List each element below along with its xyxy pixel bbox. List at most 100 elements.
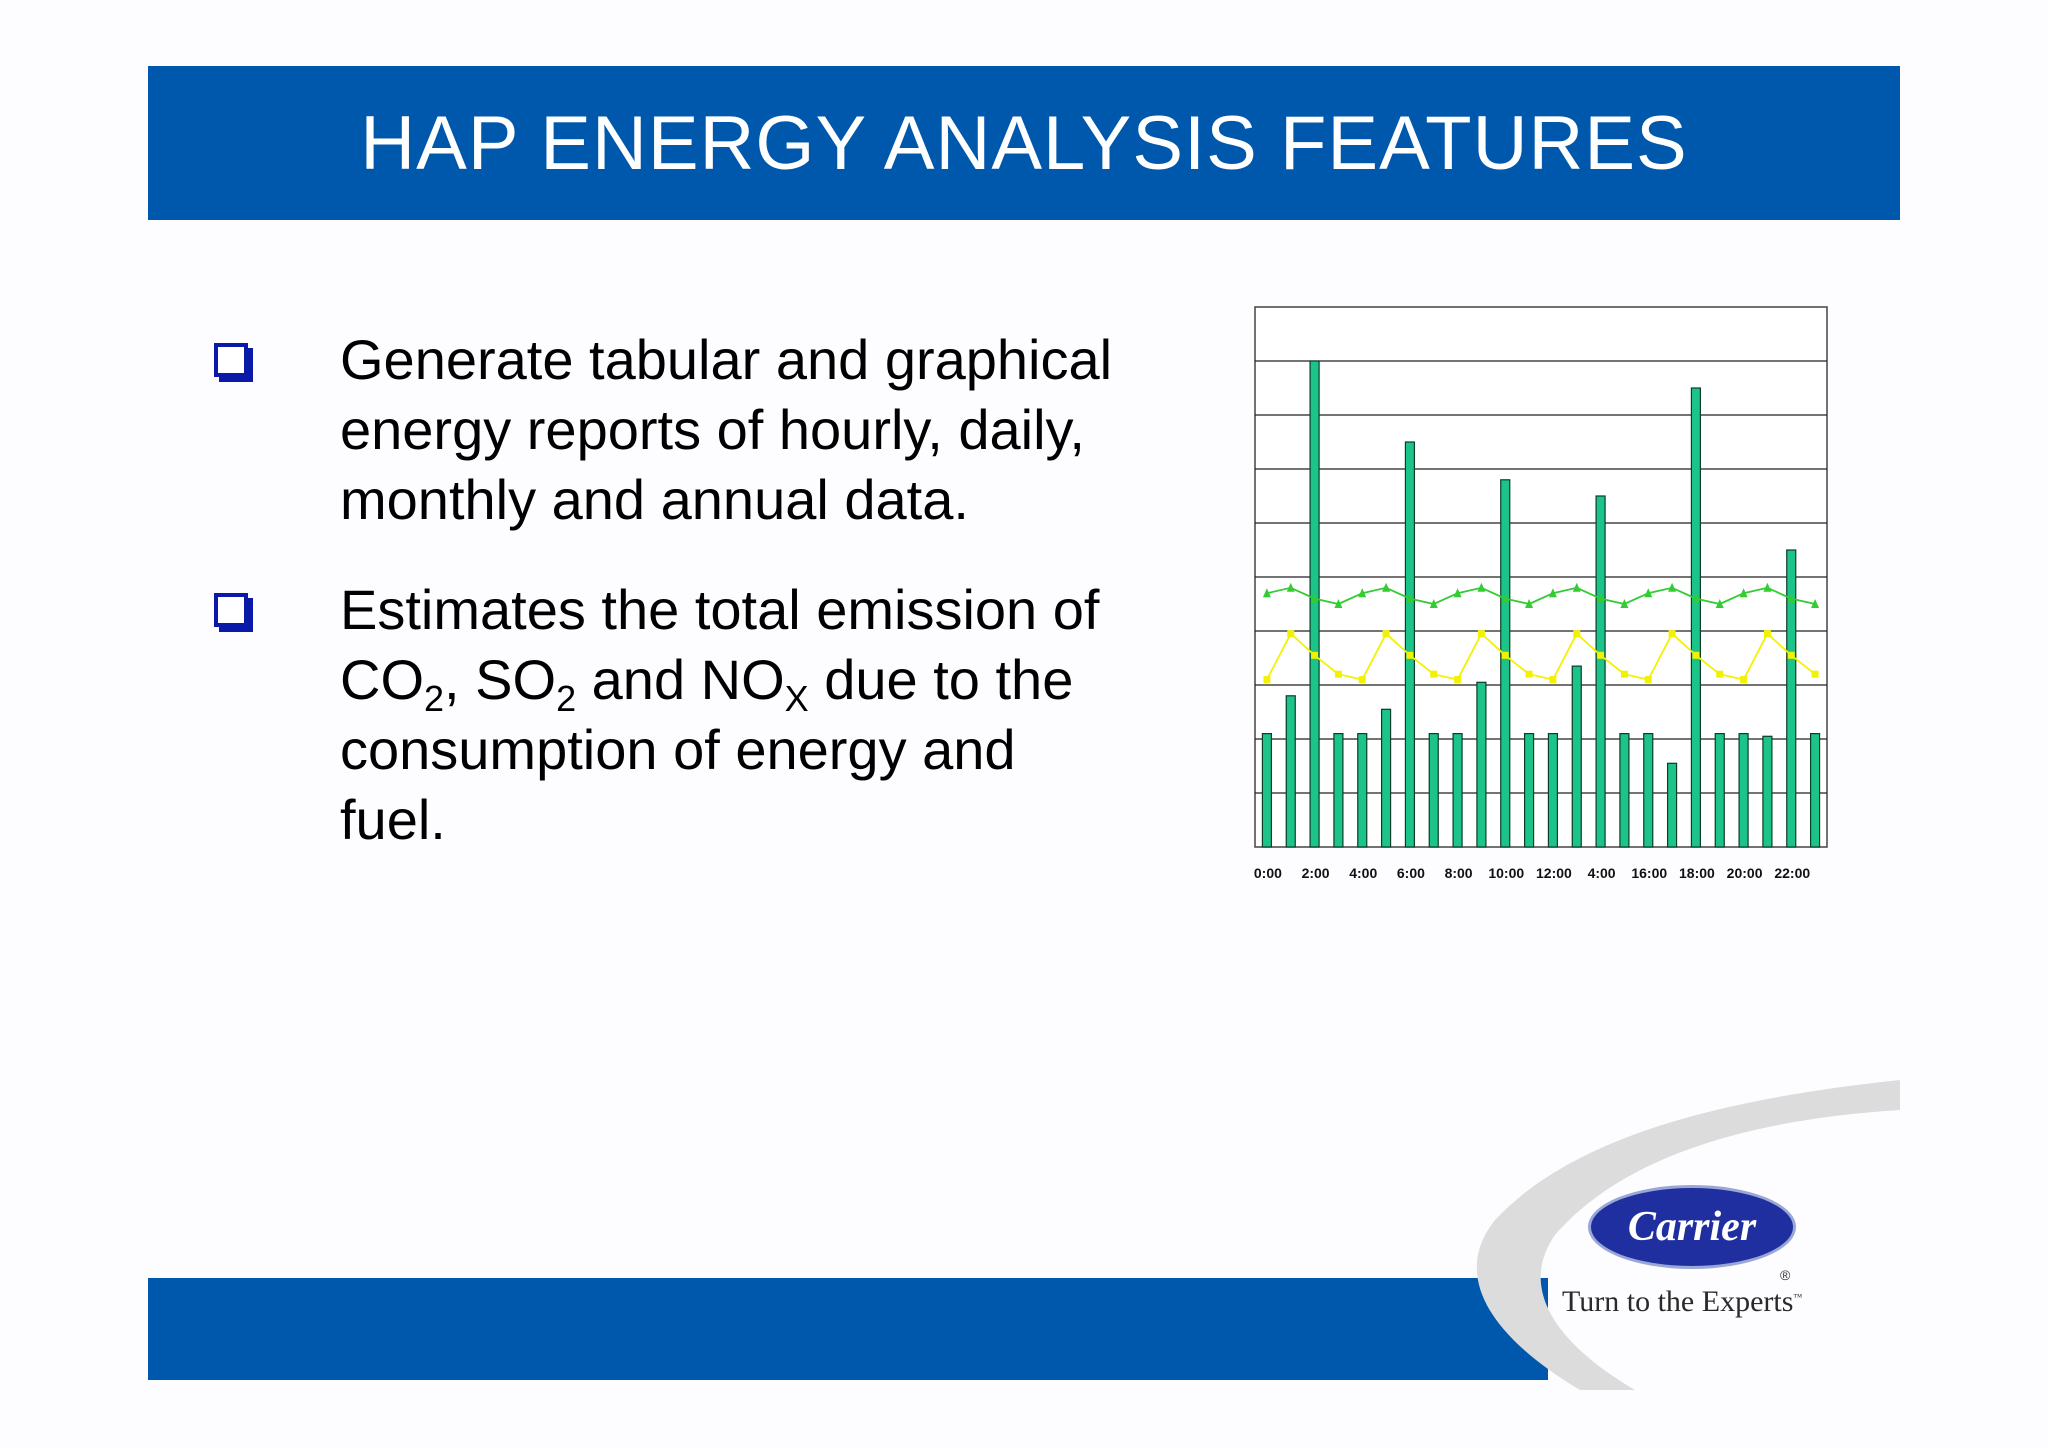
point-marker <box>1525 599 1534 608</box>
point-marker <box>1525 670 1533 678</box>
point-marker <box>1454 676 1462 684</box>
point-marker <box>1811 670 1819 678</box>
bar <box>1714 733 1725 848</box>
logo-oval: Carrier <box>1588 1185 1796 1269</box>
bar <box>1428 733 1439 848</box>
x-tick-label: 8:00 <box>1445 865 1473 881</box>
point-marker <box>1668 630 1676 638</box>
point-marker <box>1405 593 1414 603</box>
point-marker <box>1787 651 1795 659</box>
bar <box>1309 360 1320 848</box>
logo-tagline: Turn to the Experts™ <box>1562 1285 1802 1319</box>
point-marker <box>1311 651 1319 659</box>
checkbox-square-icon <box>214 343 248 377</box>
point-marker <box>1501 651 1509 659</box>
bar <box>1452 733 1463 848</box>
point-marker <box>1811 599 1820 608</box>
point-marker <box>1430 670 1438 678</box>
page-title: HAP ENERGY ANALYSIS FEATURES <box>360 100 1688 186</box>
point-marker <box>1382 582 1391 592</box>
trademark-mark: ™ <box>1793 1292 1803 1302</box>
point-marker <box>1692 651 1700 659</box>
title-bar: HAP ENERGY ANALYSIS FEATURES <box>148 66 1900 220</box>
bullet-text: Generate tabular and graphical energy re… <box>340 325 1170 535</box>
point-marker <box>1501 593 1510 603</box>
point-marker <box>1572 582 1581 592</box>
point-marker <box>1620 599 1629 608</box>
point-marker <box>1668 582 1677 592</box>
x-tick-label: 10:00 <box>1488 865 1524 881</box>
x-tick-label: 4:00 <box>1588 865 1616 881</box>
bullet-line: fuel. <box>340 788 446 851</box>
x-tick-label: 12:00 <box>1536 865 1572 881</box>
footer-bar <box>148 1278 1548 1380</box>
text-run: due to the <box>808 648 1074 711</box>
point-marker <box>1287 630 1295 638</box>
point-marker <box>1573 630 1581 638</box>
x-tick-label: 2:00 <box>1302 865 1330 881</box>
point-marker <box>1715 599 1724 608</box>
logo-wordmark: Carrier <box>1627 1204 1757 1250</box>
bar <box>1643 733 1654 848</box>
bar <box>1523 733 1535 848</box>
bar <box>1666 762 1678 848</box>
bar <box>1809 733 1821 848</box>
point-marker <box>1453 588 1462 598</box>
point-marker <box>1358 676 1366 684</box>
point-marker <box>1334 670 1342 678</box>
text-run: CO <box>340 648 424 711</box>
bullet-line: CO2, SO2 and NOX due to the <box>340 645 1170 717</box>
bullet-list: Generate tabular and graphical energy re… <box>210 325 1170 895</box>
bar <box>1738 733 1749 848</box>
point-marker <box>1310 593 1319 603</box>
bar <box>1285 695 1296 848</box>
energy-chart: 0:00 2:00 4:00 6:00 8:00 10:00 12:00 4:00 16:00 1… <box>1254 306 1828 881</box>
subscript: 2 <box>556 678 577 719</box>
x-tick-label: 16:00 <box>1631 865 1667 881</box>
bar <box>1547 733 1559 848</box>
subscript: 2 <box>424 678 445 719</box>
bar <box>1690 387 1702 848</box>
point-marker <box>1644 588 1653 598</box>
x-tick-label: 0:00 <box>1254 865 1282 881</box>
text-run: and NO <box>576 648 785 711</box>
point-marker <box>1739 588 1748 598</box>
series-line <box>1266 632 1816 681</box>
swoosh-decoration <box>1476 1080 1900 1390</box>
point-marker <box>1549 676 1557 684</box>
bullet-item: Estimates the total emission of CO2, SO2… <box>210 575 1170 855</box>
x-tick-label: 18:00 <box>1679 865 1715 881</box>
point-marker <box>1358 588 1367 598</box>
text-run: , SO <box>444 648 557 711</box>
bullet-line: energy reports of hourly, daily, <box>340 398 1085 461</box>
subscript: X <box>784 678 809 719</box>
bullet-line: consumption of energy and <box>340 718 1016 781</box>
bar <box>1500 479 1511 848</box>
point-marker <box>1286 582 1295 592</box>
x-tick-label: 6:00 <box>1397 865 1425 881</box>
registered-mark: ® <box>1780 1267 1791 1283</box>
point-marker <box>1334 599 1343 608</box>
bar <box>1261 733 1273 848</box>
x-tick-label: 20:00 <box>1727 865 1763 881</box>
bullet-line: Generate tabular and graphical <box>340 328 1113 391</box>
bar <box>1786 549 1797 848</box>
point-marker <box>1763 582 1772 592</box>
bar <box>1619 733 1630 848</box>
bullet-line: Estimates the total emission of <box>340 578 1100 641</box>
bullet-text: Estimates the total emission of CO2, SO2… <box>340 575 1170 855</box>
bar <box>1357 733 1368 848</box>
bar <box>1571 665 1582 848</box>
point-marker <box>1548 588 1557 598</box>
point-marker <box>1644 676 1652 684</box>
bar <box>1476 681 1487 848</box>
point-marker <box>1620 670 1628 678</box>
point-marker <box>1597 651 1605 659</box>
point-marker <box>1716 670 1724 678</box>
x-tick-label: 4:00 <box>1349 865 1377 881</box>
point-marker <box>1477 630 1485 638</box>
point-marker <box>1263 676 1271 684</box>
point-marker <box>1406 651 1414 659</box>
point-marker <box>1740 676 1748 684</box>
